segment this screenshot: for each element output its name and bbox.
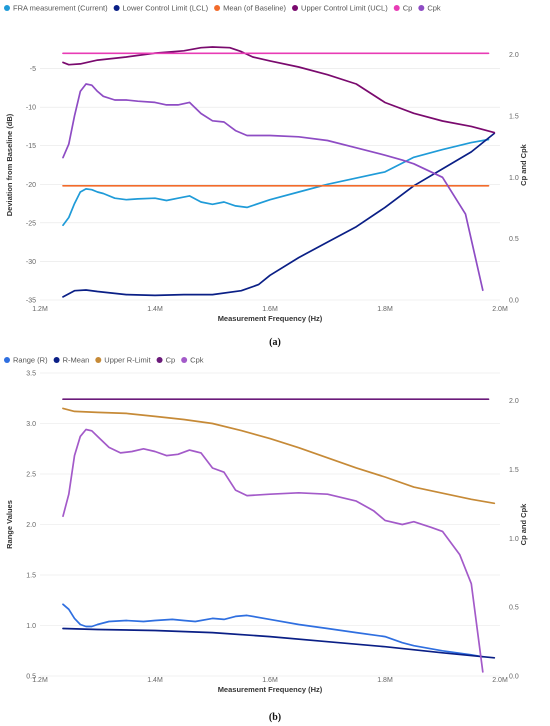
series-line-cpk [62,428,484,673]
x-tick-label: 1.4M [147,306,163,313]
y-tick-label: -30 [26,259,36,266]
y-axis-title: Deviation from Baseline (dB) [5,113,14,216]
y2-tick-label: 0.0 [509,298,519,305]
legend-marker [214,5,221,11]
y-tick-label: 0.5 [26,674,36,681]
x-tick-label: 1.6M [262,677,278,684]
series-line-upper-control-limit-ucl [62,46,496,134]
y2-axis-title: Cp and Cpk [519,503,528,545]
y2-axis-title: Cp and Cpk [519,143,528,185]
y2-tick-label: 2.0 [509,398,519,405]
y-tick-label: 1.5 [26,573,36,580]
y-tick-label: 3.5 [26,371,36,378]
legend-marker [181,357,188,363]
series-line-upper-r-limit [62,407,496,505]
legend: FRA measurement (Current) Lower Control L… [4,4,441,13]
panel-label: (b) [269,712,281,723]
y-tick-label: -20 [26,182,36,189]
y-tick-label: -35 [26,298,36,305]
x-tick-label: 1.2M [32,677,48,684]
legend-marker [95,357,102,363]
x-tick-label: 1.6M [262,306,278,313]
legend-marker [292,5,299,11]
legend: Range (R) R-Mean Upper R-Limit Cp Cpk [4,356,204,365]
x-tick-label: 1.2M [32,306,48,313]
y-tick-label: -15 [26,143,36,150]
y2-tick-label: 0.5 [509,236,519,243]
legend-marker [156,357,163,363]
y2-tick-label: 0.0 [509,674,519,681]
y2-tick-label: 1.0 [509,175,519,182]
series-line-lower-control-limit-lcl [62,132,496,298]
y-tick-label: 2.5 [26,472,36,479]
y-tick-label: -5 [30,66,36,73]
legend-marker [53,357,60,363]
x-tick-label: 1.8M [377,306,393,313]
chart-panel-a: FRA measurement (Current) Lower Control L… [4,4,528,348]
x-tick-label: 1.4M [147,677,163,684]
legend-entry: Lower Control Limit (LCL) [123,4,209,13]
series-line-cpk [62,83,484,292]
legend-marker [418,5,425,11]
chart-panel-b: Range (R) R-Mean Upper R-Limit Cp Cpk 0.5 1.0 1… [4,356,528,723]
y-axis-title: Range Values [5,500,14,549]
y-tick-label: 2.0 [26,522,36,529]
legend-marker [393,5,400,11]
legend-entry: Cpk [427,4,441,13]
legend-entry: Mean (of Baseline) [223,4,286,13]
legend-marker [4,5,10,11]
x-tick-label: 2.0M [492,677,508,684]
legend-marker [113,5,120,11]
legend-entry: Cp [403,4,413,13]
y2-tick-label: 1.5 [509,113,519,120]
x-axis-title: Measurement Frequency (Hz) [218,685,323,694]
x-tick-label: 1.8M [377,677,393,684]
y-tick-label: -25 [26,220,36,227]
legend-entry: Upper R-Limit [104,356,151,365]
legend-marker [4,357,10,363]
y-tick-label: -10 [26,105,36,112]
x-axis-title: Measurement Frequency (Hz) [218,314,323,323]
y2-tick-label: 1.0 [509,536,519,543]
y2-tick-label: 2.0 [509,52,519,59]
y-tick-label: 1.0 [26,623,36,630]
x-tick-label: 2.0M [492,306,508,313]
legend-entry: Cpk [190,356,204,365]
legend-entry: Cp [166,356,176,365]
series-line-r-mean [62,627,496,659]
series-line-range-r [62,603,484,658]
legend-entry: Range (R) [13,356,48,365]
legend-entry: Upper Control Limit (UCL) [301,4,388,13]
legend-entry: FRA measurement (Current) [13,4,108,13]
y2-tick-label: 0.5 [509,605,519,612]
y2-tick-label: 1.5 [509,467,519,474]
legend-entry: R-Mean [63,356,90,365]
series-line-fra-measurement-current [62,138,490,227]
panel-label: (a) [269,337,281,348]
y-tick-label: 3.0 [26,421,36,428]
